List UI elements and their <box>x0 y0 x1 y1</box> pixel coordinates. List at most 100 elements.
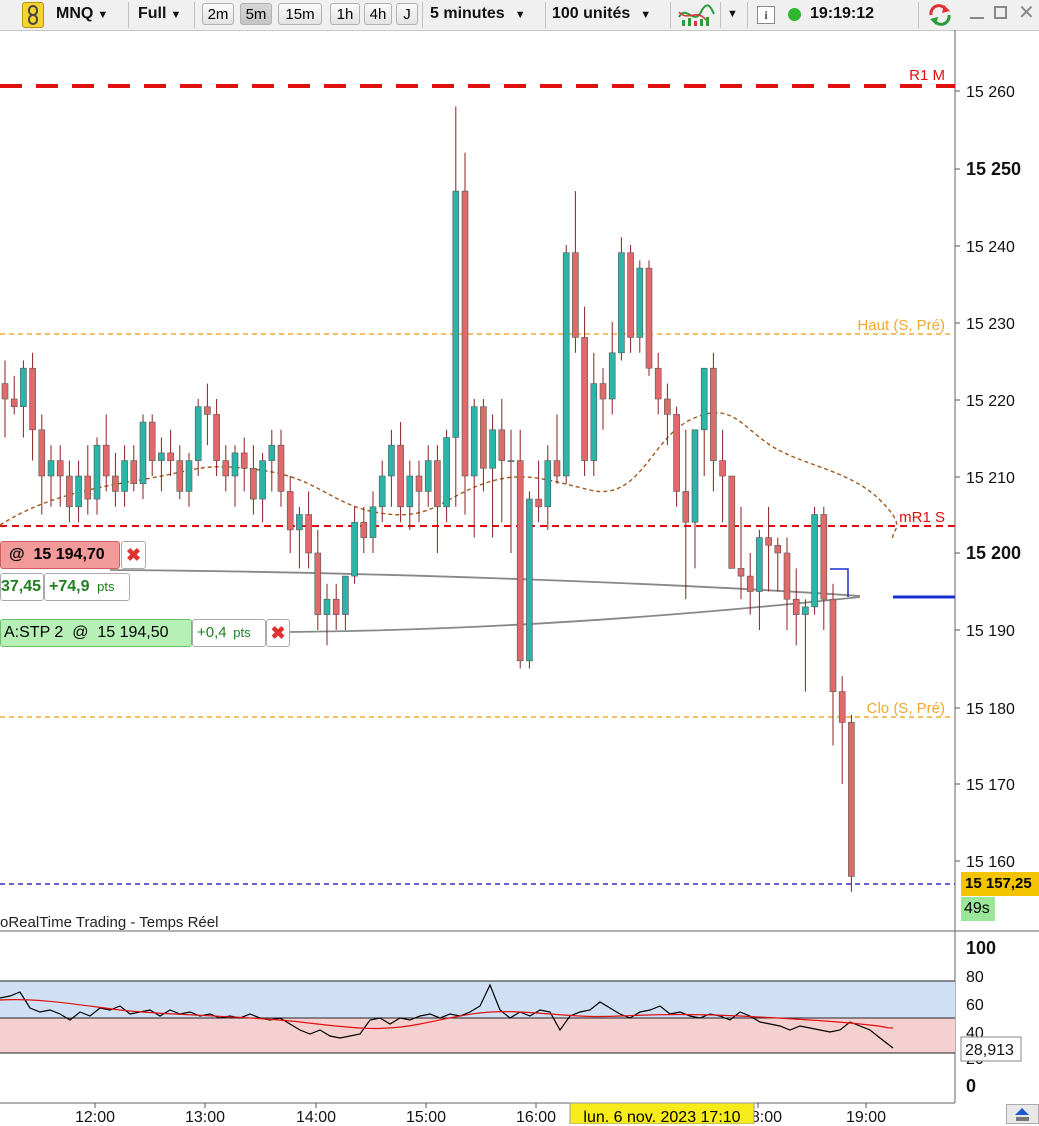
candle-body <box>20 367 27 408</box>
link-icon[interactable] <box>22 2 44 28</box>
close-icon[interactable]: ✕ <box>1018 2 1035 24</box>
candle-body <box>434 460 441 508</box>
candle-body <box>774 544 782 554</box>
order2-price-box[interactable]: A:STP 2 @ 15 194,50 <box>0 619 192 647</box>
order1-unit: pts <box>97 579 115 594</box>
price-tick: 15 160 <box>966 854 1015 871</box>
haut-level-label: Haut (S, Pré) <box>857 317 945 334</box>
chevron-down-icon[interactable]: ▼ <box>727 8 738 20</box>
display-mode-label: Full <box>138 5 167 22</box>
candle-body <box>700 367 708 431</box>
units-label: 100 unités <box>552 5 631 22</box>
candle-body <box>176 460 184 492</box>
connection-status-icon <box>788 8 801 21</box>
candle-body <box>204 406 211 415</box>
instrument-selector[interactable]: MNQ ▼ <box>56 2 108 26</box>
order1-price-box[interactable]: @ 15 194,70 <box>0 541 120 569</box>
candle-body <box>728 475 736 569</box>
current-price-tag: 15 157,25 <box>961 872 1039 896</box>
candle-body <box>259 460 266 500</box>
candle-body <box>305 514 312 554</box>
interval-selector[interactable]: 5 minutes ▼ <box>430 2 526 26</box>
candle-body <box>654 367 662 400</box>
candle-body <box>102 444 110 477</box>
info-icon[interactable]: i <box>757 6 775 24</box>
candle-body <box>737 568 745 577</box>
units-selector[interactable]: 100 unités ▼ <box>552 2 651 26</box>
candle-body <box>121 460 128 492</box>
timeframe-2m[interactable]: 2m <box>202 3 234 25</box>
candle-body <box>811 514 818 608</box>
candle-body <box>314 552 322 615</box>
indicator-tick: 100 <box>966 938 996 958</box>
display-mode-selector[interactable]: Full ▼ <box>138 2 181 26</box>
minimize-icon[interactable] <box>970 17 984 19</box>
candle-body <box>213 414 220 461</box>
candle-body <box>618 252 625 354</box>
candle-body <box>369 506 377 538</box>
candle-body <box>489 429 496 469</box>
candle-body <box>250 467 257 500</box>
scroll-top-icon[interactable] <box>1006 1104 1039 1124</box>
indicator-menu-icon[interactable] <box>676 2 716 28</box>
candle-body <box>719 460 726 477</box>
order1-cancel-button[interactable]: ✖ <box>121 541 146 569</box>
price-tick: 15 230 <box>966 316 1015 333</box>
candle-body <box>378 475 386 508</box>
order1-pnl: +74,9 <box>49 578 90 595</box>
maximize-icon[interactable] <box>994 6 1007 19</box>
candle-countdown: 49s <box>961 897 995 921</box>
time-label: 14:00 <box>296 1109 336 1124</box>
time-label: 16:00 <box>516 1109 556 1124</box>
candle-body <box>75 475 82 508</box>
candle-body <box>516 460 524 662</box>
candle-body <box>820 514 828 600</box>
time-cursor-label: lun. 6 nov. 2023 17:10 <box>583 1109 740 1124</box>
candle-body <box>664 398 671 415</box>
candle-body <box>424 460 432 492</box>
instrument-label: MNQ <box>56 5 94 22</box>
candle-body <box>673 414 680 492</box>
order2-cancel-button[interactable]: ✖ <box>266 619 290 647</box>
candle-body <box>710 367 717 461</box>
candle-body <box>562 252 570 477</box>
order1-line <box>109 569 861 597</box>
clo-level-label: Clo (S, Pré) <box>867 700 945 717</box>
price-chart[interactable]: R1 M Haut (S, Pré) mR1 S Clo (S, Pré) 12… <box>0 30 1039 1124</box>
candle-body <box>526 498 533 662</box>
order1-pnl-left: 37,45 <box>0 573 44 601</box>
candle-body <box>29 367 36 431</box>
price-tick: 15 200 <box>966 543 1021 563</box>
timeframe-1h[interactable]: 1h <box>330 3 360 25</box>
candle-body <box>544 460 552 508</box>
candle-body <box>599 383 607 400</box>
candle-body <box>167 452 174 461</box>
time-label: 19:00 <box>846 1109 886 1124</box>
candle-body <box>498 429 506 461</box>
candle-body <box>222 460 230 477</box>
timeframe-day[interactable]: J <box>396 3 418 25</box>
candle-body <box>636 267 644 338</box>
timeframe-5m[interactable]: 5m <box>240 3 272 25</box>
candle-body <box>185 460 193 492</box>
indicator-value: 28,913 <box>965 1042 1014 1059</box>
candle-body <box>756 537 763 592</box>
price-tick: 15 170 <box>966 777 1015 794</box>
indicator-tick: 0 <box>966 1076 976 1096</box>
candle-body <box>148 421 156 461</box>
candle-body <box>139 421 147 485</box>
candle-body <box>691 429 699 523</box>
timeframe-4h[interactable]: 4h <box>364 3 392 25</box>
candle-body <box>268 444 276 461</box>
timeframe-15m[interactable]: 15m <box>278 3 322 25</box>
order1-pnl-box: +74,9 pts <box>44 573 130 601</box>
price-tick: 15 210 <box>966 470 1015 487</box>
time-label: 13:00 <box>185 1109 225 1124</box>
order2-price: 15 194,50 <box>97 624 169 641</box>
candle-body <box>802 606 809 615</box>
order1-at: @ <box>9 546 25 563</box>
price-tick: 15 190 <box>966 623 1015 640</box>
price-tick: 15 220 <box>966 393 1015 410</box>
candle-body <box>360 521 368 538</box>
refresh-icon[interactable] <box>926 2 954 28</box>
